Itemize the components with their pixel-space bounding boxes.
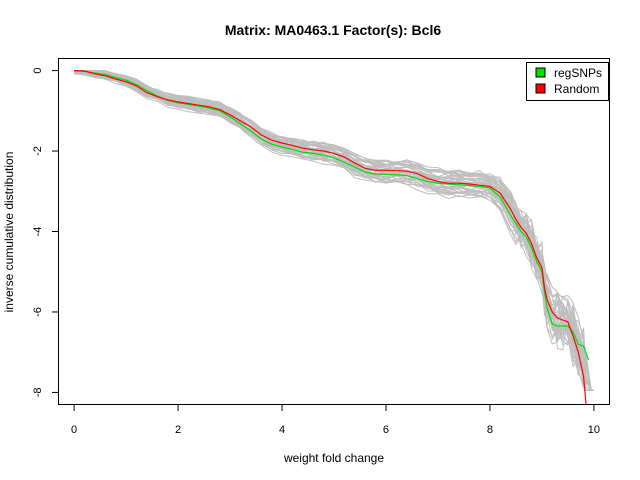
x-tick-label: 4 xyxy=(279,424,285,436)
x-tick-label: 2 xyxy=(175,424,181,436)
main-series-lines xyxy=(74,70,590,405)
background-series-line xyxy=(74,72,587,380)
background-series-line xyxy=(74,71,587,371)
x-tick-label: 0 xyxy=(71,424,77,436)
series-line-random xyxy=(74,70,587,405)
y-tick-label: 0 xyxy=(32,68,44,74)
legend-swatch-regsnps xyxy=(535,67,546,78)
y-tick-label: -4 xyxy=(32,227,44,237)
chart-title: Matrix: MA0463.1 Factor(s): Bcl6 xyxy=(225,22,442,38)
background-series-line xyxy=(74,73,587,387)
background-series-line xyxy=(74,70,587,377)
y-axis: 0 -2 -4 -6 -8 xyxy=(32,68,59,398)
legend-swatch-random xyxy=(535,83,546,94)
y-tick-label: -2 xyxy=(32,146,44,156)
background-series-line xyxy=(74,70,587,389)
x-tick-label: 6 xyxy=(383,424,389,436)
legend-label-random: Random xyxy=(554,82,599,96)
legend-label-regsnps: regSNPs xyxy=(554,66,602,80)
x-tick-label: 10 xyxy=(588,424,600,436)
x-axis-label: weight fold change xyxy=(283,451,384,465)
legend: regSNPs Random xyxy=(526,62,609,101)
y-tick-label: -6 xyxy=(32,307,44,317)
x-tick-label: 8 xyxy=(487,424,493,436)
background-series-line xyxy=(74,72,594,391)
background-series-lines xyxy=(73,70,594,391)
y-axis-label: inverse cumulative distribution xyxy=(2,152,16,313)
background-series-line xyxy=(74,70,587,379)
y-tick-label: -8 xyxy=(32,388,44,398)
background-series-line xyxy=(74,72,587,388)
x-axis: 0 2 4 6 8 10 xyxy=(71,404,600,436)
background-series-line xyxy=(74,70,587,369)
